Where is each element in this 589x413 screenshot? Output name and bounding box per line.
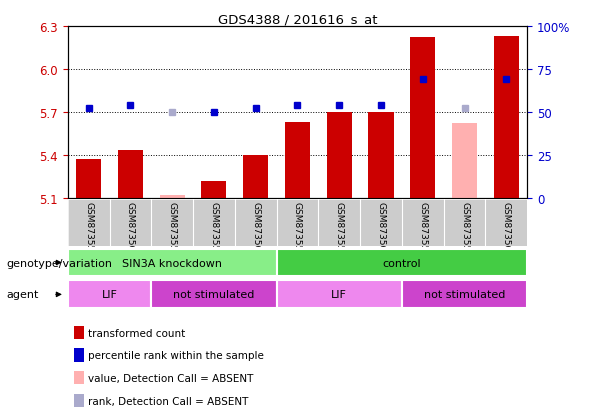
Bar — [369, 112, 393, 198]
Bar — [452, 124, 477, 198]
Bar — [151, 281, 277, 309]
Text: not stimulated: not stimulated — [424, 290, 505, 300]
Title: GDS4388 / 201616_s_at: GDS4388 / 201616_s_at — [218, 13, 377, 26]
Text: percentile rank within the sample: percentile rank within the sample — [88, 351, 264, 361]
Bar — [76, 160, 101, 198]
Text: not stimulated: not stimulated — [173, 290, 254, 300]
Bar — [327, 112, 352, 198]
Text: GSM873553: GSM873553 — [418, 202, 427, 256]
Bar — [160, 195, 185, 198]
Text: GSM873554: GSM873554 — [293, 202, 302, 256]
Bar — [243, 155, 268, 198]
Bar — [201, 181, 226, 198]
Bar — [494, 37, 519, 198]
Text: genotype/variation: genotype/variation — [6, 258, 112, 268]
Text: GSM873562: GSM873562 — [251, 202, 260, 256]
Text: GSM873560: GSM873560 — [502, 202, 511, 256]
Text: rank, Detection Call = ABSENT: rank, Detection Call = ABSENT — [88, 396, 249, 406]
Bar — [402, 281, 527, 309]
Text: GSM873561: GSM873561 — [376, 202, 385, 256]
Bar — [277, 249, 527, 277]
Text: transformed count: transformed count — [88, 328, 186, 338]
Bar — [277, 281, 402, 309]
Text: control: control — [382, 258, 421, 268]
Bar — [68, 281, 151, 309]
Bar — [410, 38, 435, 198]
Text: GSM873558: GSM873558 — [210, 202, 219, 256]
Text: SIN3A knockdown: SIN3A knockdown — [122, 258, 222, 268]
Bar — [285, 123, 310, 198]
Text: LIF: LIF — [101, 290, 117, 300]
Text: value, Detection Call = ABSENT: value, Detection Call = ABSENT — [88, 373, 254, 383]
Text: agent: agent — [6, 290, 38, 300]
Text: GSM873557: GSM873557 — [335, 202, 344, 256]
Text: LIF: LIF — [331, 290, 347, 300]
Text: GSM873556: GSM873556 — [460, 202, 469, 256]
Bar — [118, 151, 143, 198]
Bar — [68, 249, 277, 277]
Text: GSM873555: GSM873555 — [168, 202, 177, 256]
Text: GSM873559: GSM873559 — [84, 202, 93, 256]
Text: GSM873563: GSM873563 — [126, 202, 135, 256]
